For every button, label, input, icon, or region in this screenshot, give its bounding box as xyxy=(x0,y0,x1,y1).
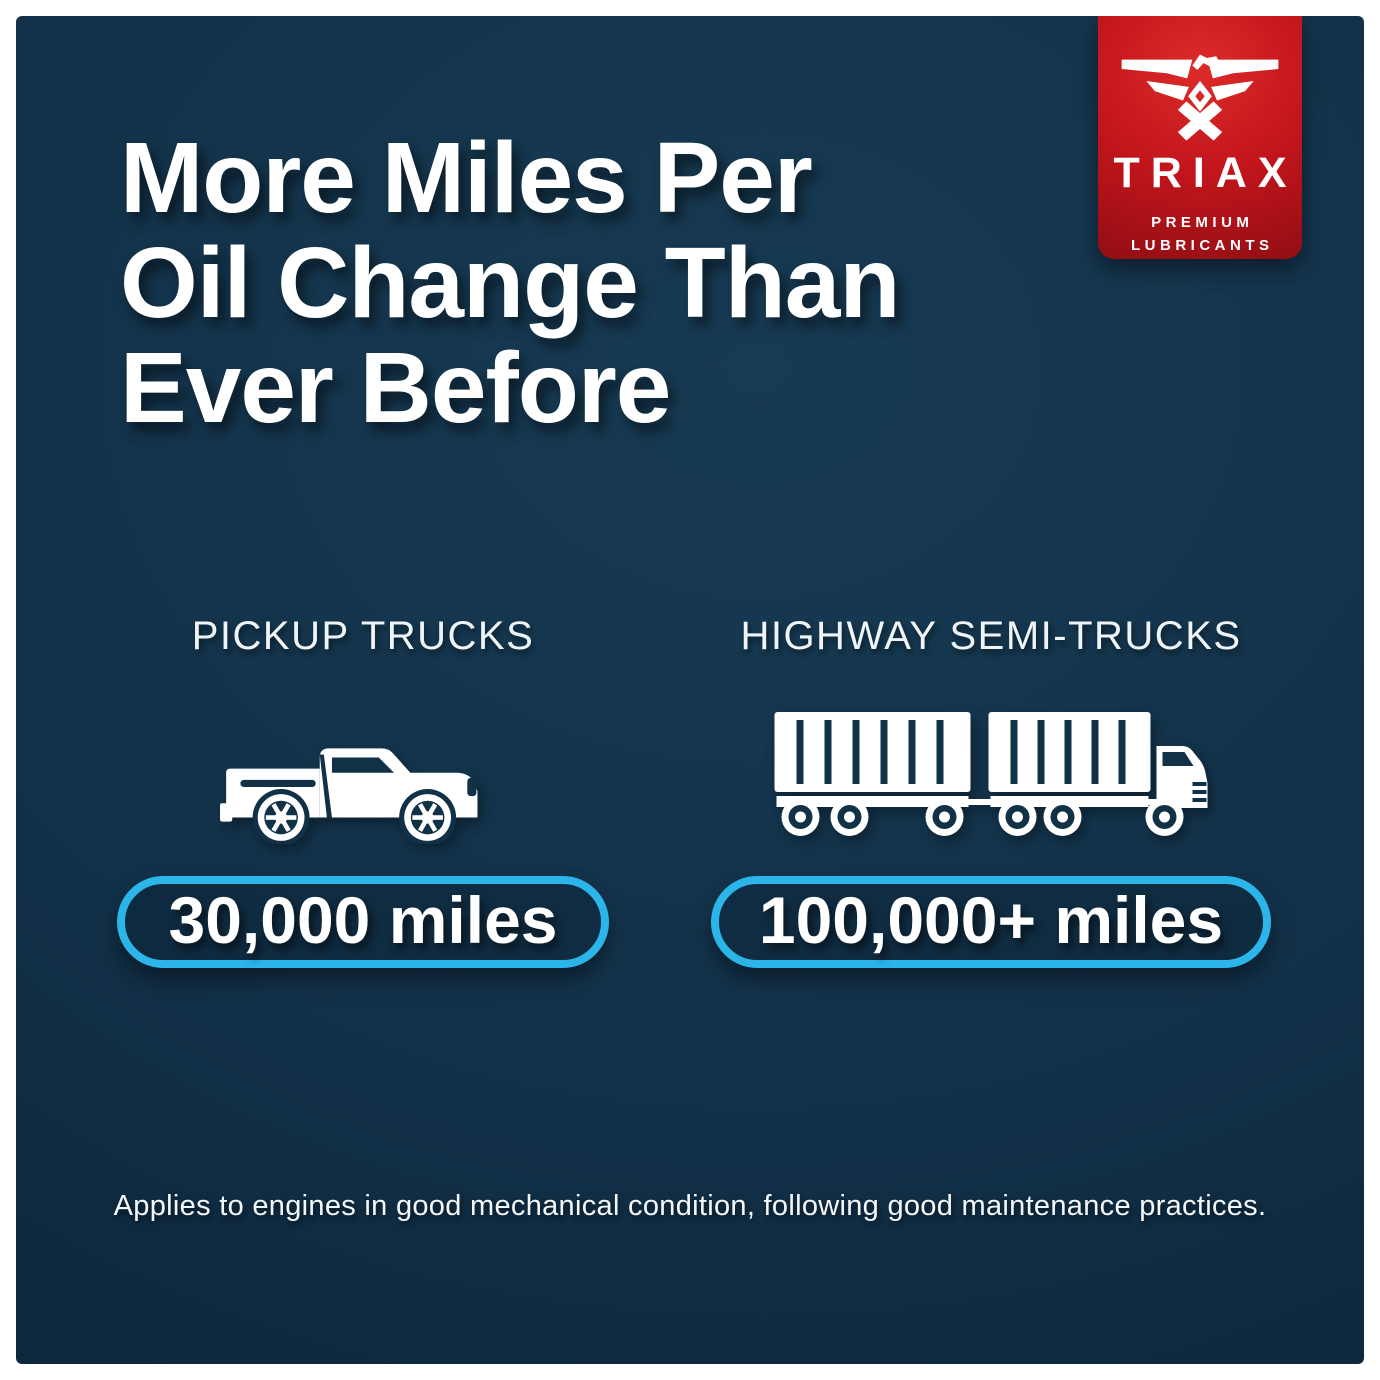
pickup-wheels xyxy=(257,794,452,841)
semi-truck-icon xyxy=(774,712,1208,836)
semi-miles-badge: 100,000+ miles xyxy=(711,876,1271,968)
pickup-trucks-label: PICKUP TRUCKS xyxy=(191,614,535,658)
eagle-emblem-icon xyxy=(1121,54,1279,141)
disclaimer-text: Applies to engines in good mechanical co… xyxy=(113,1190,1267,1222)
pickup-icon-box xyxy=(93,696,633,848)
brand-tagline-line1: PREMIUM xyxy=(1151,214,1254,231)
title-line-3: Ever Before xyxy=(120,332,671,444)
pickup-truck-icon xyxy=(220,748,478,844)
brand-name: TRIAX xyxy=(1113,149,1298,197)
comparison-column-pickup: PICKUP TRUCKS xyxy=(93,612,633,968)
infographic-card: More Miles Per Oil Change Than Ever Befo… xyxy=(16,16,1364,1364)
semi-wheels xyxy=(781,798,1184,836)
brand-badge: TRIAX PREMIUM LUBRICANTS xyxy=(1098,16,1302,259)
title-line-1: More Miles Per xyxy=(120,122,813,234)
semi-icon-box xyxy=(696,696,1286,848)
semi-trucks-label: HIGHWAY SEMI-TRUCKS xyxy=(740,614,1242,658)
pickup-miles-badge: 30,000 miles xyxy=(117,876,609,968)
comparison-column-semi: HIGHWAY SEMI-TRUCKS xyxy=(696,612,1286,968)
page-title: More Miles Per Oil Change Than Ever Befo… xyxy=(120,126,1060,441)
title-line-2: Oil Change Than xyxy=(120,227,900,339)
brand-tagline-line2: LUBRICANTS xyxy=(1131,237,1274,254)
